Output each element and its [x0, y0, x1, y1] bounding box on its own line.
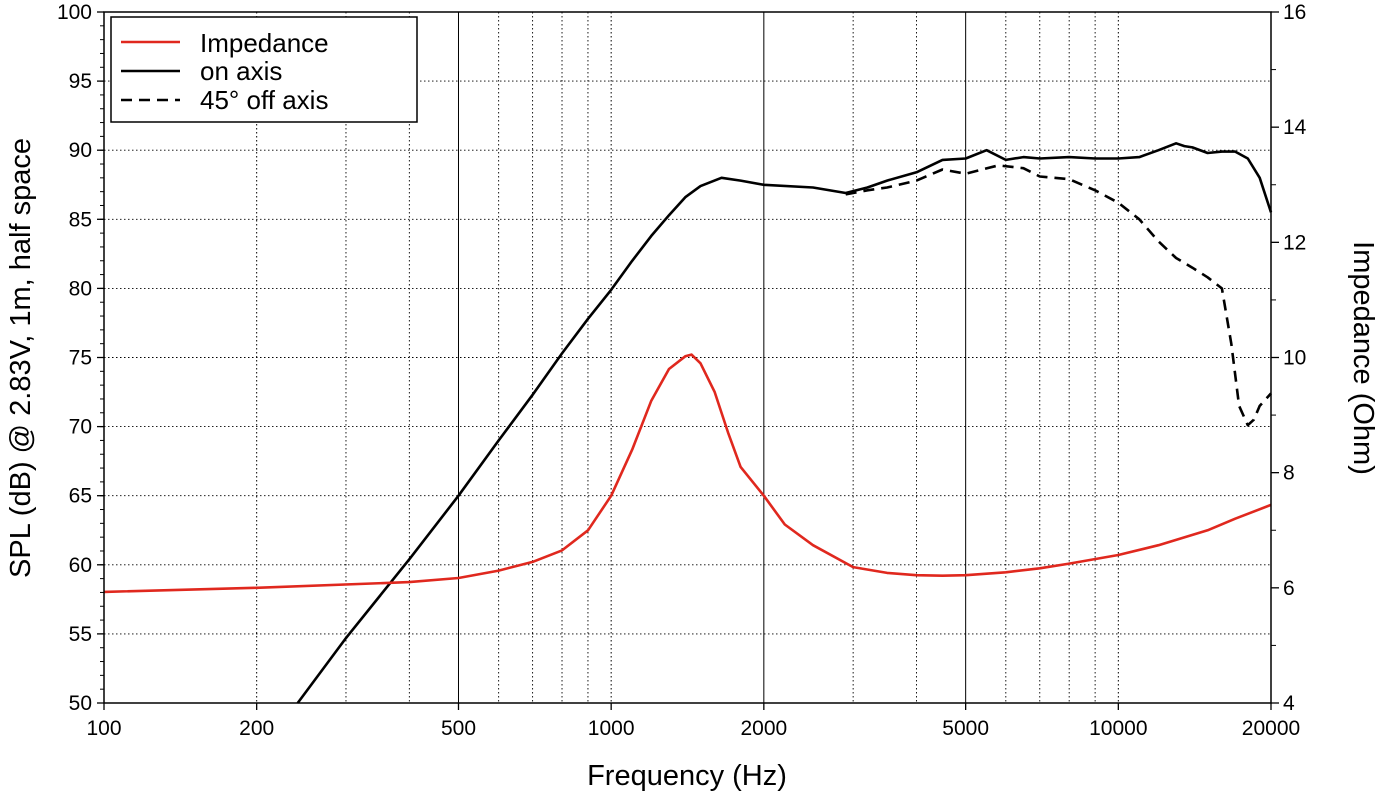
y2-tick-label: 12 [1283, 231, 1306, 254]
series-lines [103, 142, 1273, 704]
y-tick-label: 95 [69, 70, 92, 93]
y-tick-label: 50 [69, 692, 92, 715]
x-tick-label: 500 [441, 717, 476, 740]
legend-label-off-axis: 45° off axis [200, 85, 328, 115]
legend-box [110, 16, 418, 123]
series-line-45-off-axis [845, 164, 1272, 427]
y2-axis-label: Impedance (Ohm) [1347, 241, 1379, 475]
y2-tick-label: 4 [1283, 692, 1295, 715]
x-tick-label: 2000 [740, 717, 787, 740]
legend-label-impedance: Impedance [200, 28, 329, 58]
plot-frame [103, 11, 1272, 704]
x-tick-label: 10000 [1089, 717, 1147, 740]
x-tick-label: 200 [239, 717, 274, 740]
y2-tick-label: 14 [1283, 116, 1307, 139]
axis-ticks: 50 55 60 65 70 75 80 85 90 95 100 4 6 8 10 12 14 16 100 200… [57, 1, 1307, 740]
y2-tick-label: 8 [1283, 462, 1295, 485]
y-tick-label: 55 [69, 623, 92, 646]
grid [104, 12, 1271, 703]
y-tick-label: 90 [69, 139, 92, 162]
x-tick-label: 100 [86, 717, 121, 740]
series-line-on-axis [296, 142, 1273, 704]
x-tick-label: 1000 [588, 717, 635, 740]
legend: Impedance on axis 45° off axis [110, 16, 418, 123]
y-tick-label: 85 [69, 208, 92, 231]
y2-tick-label: 6 [1283, 577, 1295, 600]
y-axis-label: SPL (dB) @ 2.83V, 1m, half space [5, 138, 37, 578]
legend-label-on-axis: on axis [200, 56, 282, 86]
x-tick-label: 5000 [942, 717, 989, 740]
series-line-impedance [103, 353, 1272, 594]
y2-tick-label: 16 [1283, 1, 1306, 24]
x-tick-label: 20000 [1242, 717, 1300, 740]
y2-tick-label: 10 [1283, 347, 1306, 370]
y-tick-label: 75 [69, 347, 92, 370]
y-tick-label: 70 [69, 416, 92, 439]
y-tick-label: 100 [57, 1, 92, 24]
y-tick-label: 60 [69, 554, 92, 577]
x-axis-label: Frequency (Hz) [587, 760, 787, 792]
y-tick-label: 80 [69, 277, 92, 300]
y-tick-label: 65 [69, 485, 92, 508]
